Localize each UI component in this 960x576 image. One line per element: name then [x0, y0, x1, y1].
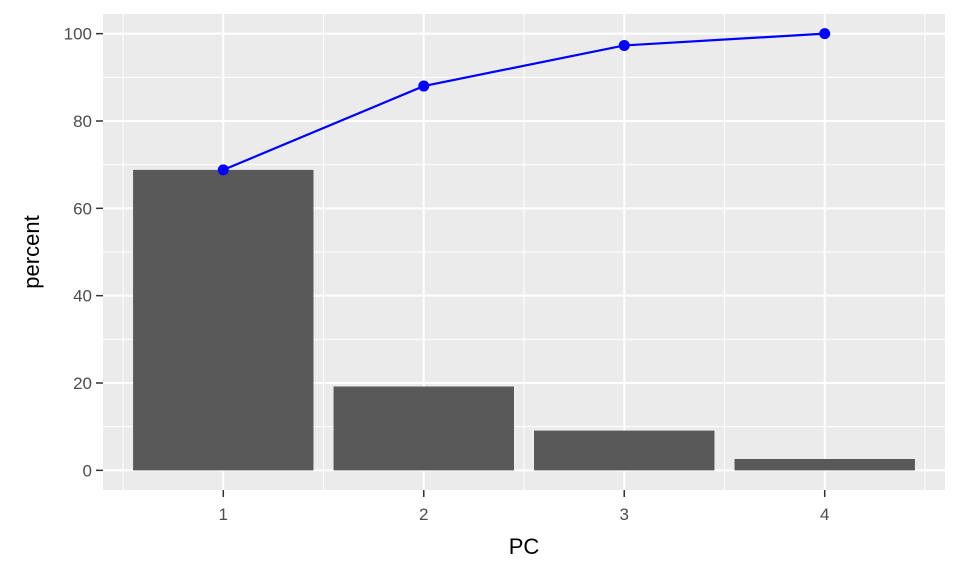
x-axis: 1 2 3 4: [219, 490, 829, 524]
bar: [133, 169, 314, 471]
y-tick-label: 20: [73, 374, 92, 393]
x-axis-title: PC: [509, 534, 540, 559]
y-axis-title: percent: [19, 215, 44, 288]
x-tick-label: 1: [219, 505, 228, 524]
bar: [333, 386, 514, 471]
bar: [734, 458, 915, 471]
y-tick-label: 40: [73, 287, 92, 306]
y-tick-label: 0: [83, 461, 92, 480]
line-point: [819, 28, 831, 40]
cumulative-line: [222, 32, 825, 171]
x-tick-label: 4: [820, 505, 829, 524]
line-point: [418, 80, 430, 92]
bars: [133, 169, 915, 471]
y-tick-label: 60: [73, 199, 92, 218]
line-point: [217, 164, 229, 176]
bar: [534, 430, 715, 471]
y-axis: 0 20 40 60 80 100: [64, 25, 103, 480]
line-point: [618, 39, 630, 51]
x-tick-label: 2: [419, 505, 428, 524]
cumulative-line-layer: [217, 28, 831, 176]
x-tick-label: 3: [620, 505, 629, 524]
y-tick-label: 100: [64, 25, 92, 44]
y-tick-label: 80: [73, 112, 92, 131]
